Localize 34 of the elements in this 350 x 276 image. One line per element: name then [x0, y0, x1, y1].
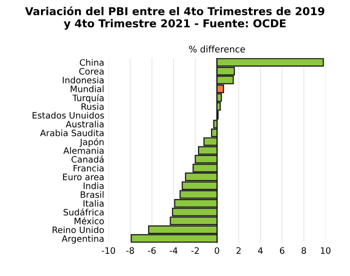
chart-title: Variación del PBI entre el 4to Trimestres de 2019 y 4to Trimestre 2021 - Fuente: OCDE — [25, 6, 324, 30]
y-tick-label: China — [80, 59, 104, 66]
y-tick-label: Arabia Saudita — [40, 129, 104, 136]
y-tick-label: México — [74, 217, 104, 224]
x-tick-label: -2 — [191, 247, 199, 254]
y-tick-label: Brasil — [80, 191, 104, 198]
y-tick-label: Indonesia — [62, 76, 104, 84]
x-tick-label: 6 — [280, 247, 284, 254]
y-tick-label: Argentina — [62, 235, 104, 244]
y-tick-label: Rusia — [82, 103, 104, 110]
x-tick-label: 0 — [214, 247, 220, 254]
x-tick-label: -4 — [170, 247, 178, 254]
y-tick-label: Japón — [79, 138, 104, 147]
y-tick-label: Corea — [79, 68, 104, 75]
x-tick-label: -8 — [126, 247, 134, 254]
y-tick-label: Canadá — [72, 156, 104, 163]
x-tick-label: 4 — [258, 247, 263, 254]
y-tick-label: Turquía — [72, 94, 104, 103]
y-tick-label: Mundial — [70, 85, 104, 92]
x-tick-label: 10 — [320, 247, 330, 254]
y-tick-label: Francia — [74, 164, 104, 172]
y-tick-label: Italia — [84, 200, 104, 207]
x-tick-label: -6 — [148, 247, 156, 254]
x-tick-label: -10 — [102, 247, 116, 254]
y-tick-label: Australia — [66, 120, 104, 128]
y-tick-label: Euro area — [63, 174, 104, 180]
y-tick-label: Sudáfrica — [64, 208, 104, 216]
x-axis-title: % difference — [189, 46, 245, 53]
y-tick-label: Estados Unuidos — [32, 112, 104, 119]
y-tick-label: India — [84, 182, 104, 190]
x-tick-label: 8 — [302, 247, 306, 254]
y-tick-label: Alemania — [63, 147, 104, 154]
y-tick-label: Reino Unido — [52, 226, 104, 234]
x-tick-label: 2 — [236, 247, 241, 254]
